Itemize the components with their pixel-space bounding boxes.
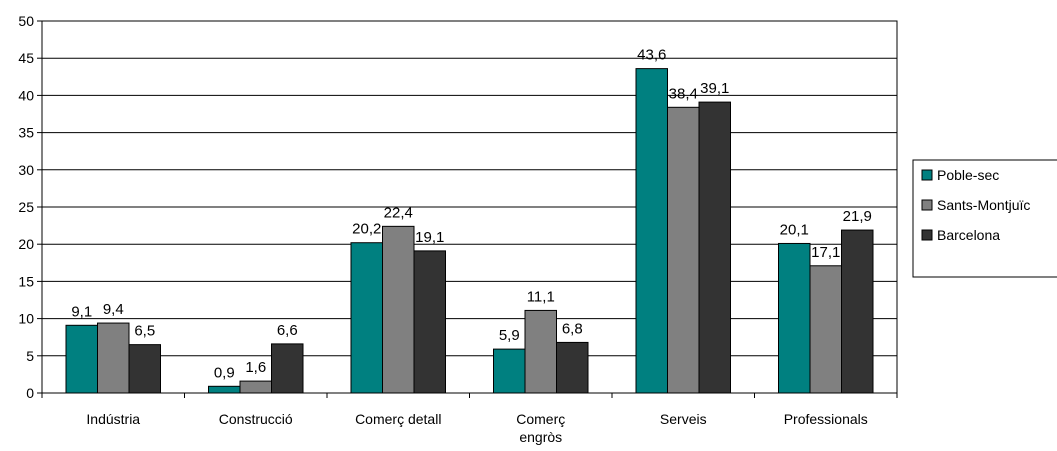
axes: [37, 20, 898, 398]
bar: [556, 341, 589, 394]
y-tick-label: 30: [18, 162, 34, 178]
y-tick-label: 35: [18, 125, 34, 141]
data-label: 5,9: [499, 327, 520, 344]
legend-swatch: [921, 199, 933, 211]
category-label: Comerç detall: [355, 411, 441, 427]
data-label: 9,4: [103, 301, 124, 318]
bar: [128, 344, 161, 394]
category-label: Professionals: [784, 411, 868, 427]
data-label: 11,1: [527, 288, 555, 305]
data-label: 9,1: [71, 303, 92, 320]
bar: [493, 348, 526, 394]
data-label: 39,1: [700, 80, 729, 97]
bar: [841, 229, 874, 394]
y-tick-label: 40: [18, 87, 34, 103]
y-tick-label: 0: [26, 385, 34, 401]
legend-label: Barcelona: [937, 227, 1000, 243]
bar: [524, 309, 557, 394]
y-tick-labels: 0 5 10 15 20 25 30 35 40 45 50: [18, 13, 34, 401]
y-tick-label: 5: [26, 348, 34, 364]
legend-box: [912, 159, 1057, 278]
data-label: 20,1: [780, 221, 809, 238]
data-label: 6,6: [277, 322, 298, 339]
category-label: Serveis: [660, 411, 707, 427]
category-labels: Indústria Construcció Comerç detall Comerç e…: [86, 411, 867, 445]
y-tick-label: 50: [18, 13, 34, 29]
legend-swatch: [921, 169, 933, 181]
data-label: 6,5: [134, 323, 155, 340]
bar: [271, 343, 304, 394]
data-label: 21,9: [843, 208, 872, 225]
y-tick-label: 45: [18, 50, 34, 66]
bar: [809, 265, 842, 394]
data-label: 22,4: [384, 204, 413, 221]
bar: [208, 385, 241, 394]
data-label: 20,2: [352, 221, 381, 238]
bar: [698, 101, 731, 394]
bar: [778, 242, 811, 394]
category-label: Comerç engròs: [516, 411, 565, 445]
data-label: 38,4: [669, 85, 698, 102]
y-tick-label: 20: [18, 236, 34, 252]
y-tick-label: 10: [18, 311, 34, 327]
data-label: 19,1: [415, 229, 444, 246]
y-tick-label: 15: [18, 273, 34, 289]
bar: [382, 225, 415, 394]
bar: [65, 324, 98, 394]
data-labels: 9,1 0,9 20,2 5,9 43,6 20,1 9,4 1,6 22,4 11,1 38,4 1…: [71, 47, 872, 382]
data-label: 43,6: [637, 47, 666, 64]
data-label: 6,8: [562, 320, 583, 337]
data-label: 17,1: [811, 244, 840, 261]
bar: [97, 322, 130, 394]
gridlines: [41, 20, 898, 394]
legend: Poble-sec Sants-Montjuïc Barcelona: [912, 159, 1057, 278]
data-label: 0,9: [214, 364, 235, 381]
bar: [667, 106, 700, 394]
bar: [350, 242, 383, 394]
category-label: Construcció: [219, 411, 293, 427]
legend-label: Poble-sec: [937, 167, 999, 183]
bar: [239, 380, 272, 394]
bars: [65, 68, 874, 394]
legend-label: Sants-Montjuïc: [937, 197, 1030, 213]
category-label: Indústria: [86, 411, 140, 427]
legend-swatch: [921, 229, 933, 241]
y-tick-label: 25: [18, 199, 34, 215]
bar: [413, 250, 446, 394]
bar: [635, 68, 668, 394]
data-label: 1,6: [245, 359, 266, 376]
